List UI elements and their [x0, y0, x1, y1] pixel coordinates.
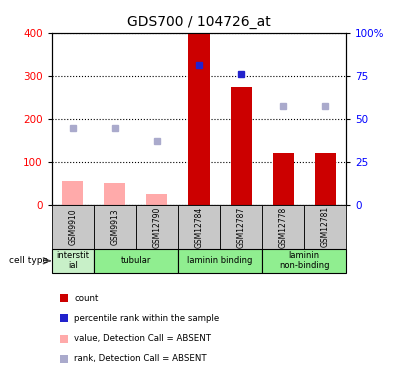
Bar	[315, 153, 336, 205]
Bar	[189, 33, 209, 205]
Text: value, Detection Call = ABSENT: value, Detection Call = ABSENT	[74, 334, 211, 343]
Text: GSM12787: GSM12787	[236, 206, 246, 247]
Text: count: count	[74, 294, 99, 303]
Bar	[146, 194, 168, 205]
Title: GDS700 / 104726_at: GDS700 / 104726_at	[127, 15, 271, 29]
Text: GSM12778: GSM12778	[279, 206, 288, 247]
Text: laminin binding: laminin binding	[187, 256, 253, 265]
Text: GSM9910: GSM9910	[68, 209, 77, 245]
Bar	[230, 87, 252, 205]
Text: tubular: tubular	[121, 256, 151, 265]
Text: laminin
non-binding: laminin non-binding	[279, 251, 330, 270]
Text: GSM9913: GSM9913	[110, 209, 119, 245]
Text: GSM12784: GSM12784	[195, 206, 203, 247]
Bar	[273, 153, 294, 205]
Text: interstit
ial: interstit ial	[56, 251, 89, 270]
Bar	[104, 183, 125, 205]
Text: cell type: cell type	[9, 256, 48, 265]
Text: GSM12781: GSM12781	[321, 206, 330, 247]
Text: percentile rank within the sample: percentile rank within the sample	[74, 314, 220, 323]
Text: rank, Detection Call = ABSENT: rank, Detection Call = ABSENT	[74, 354, 207, 363]
Bar	[62, 181, 83, 205]
Text: GSM12790: GSM12790	[152, 206, 162, 248]
